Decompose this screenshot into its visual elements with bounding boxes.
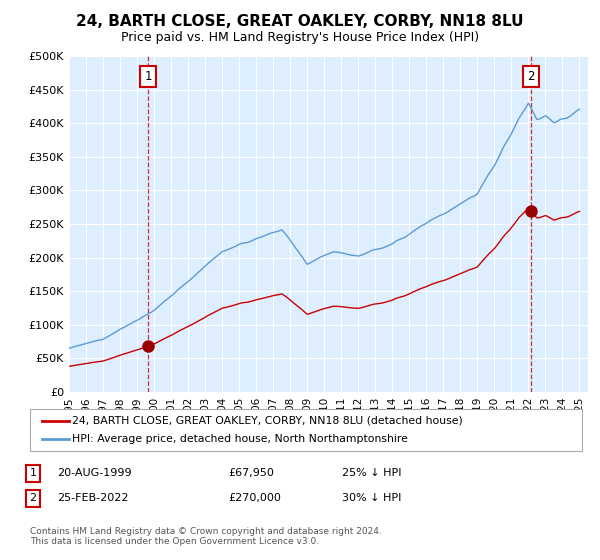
Text: 30% ↓ HPI: 30% ↓ HPI xyxy=(342,493,401,503)
Text: 2: 2 xyxy=(527,69,535,83)
Text: 1: 1 xyxy=(29,468,37,478)
Text: 24, BARTH CLOSE, GREAT OAKLEY, CORBY, NN18 8LU (detached house): 24, BARTH CLOSE, GREAT OAKLEY, CORBY, NN… xyxy=(72,416,463,426)
Text: 1: 1 xyxy=(144,69,152,83)
Text: £67,950: £67,950 xyxy=(228,468,274,478)
Text: HPI: Average price, detached house, North Northamptonshire: HPI: Average price, detached house, Nort… xyxy=(72,434,408,444)
Text: Contains HM Land Registry data © Crown copyright and database right 2024.
This d: Contains HM Land Registry data © Crown c… xyxy=(30,526,382,546)
Text: 2: 2 xyxy=(29,493,37,503)
Text: 25% ↓ HPI: 25% ↓ HPI xyxy=(342,468,401,478)
Text: 25-FEB-2022: 25-FEB-2022 xyxy=(57,493,128,503)
Text: 20-AUG-1999: 20-AUG-1999 xyxy=(57,468,131,478)
Text: 24, BARTH CLOSE, GREAT OAKLEY, CORBY, NN18 8LU: 24, BARTH CLOSE, GREAT OAKLEY, CORBY, NN… xyxy=(76,14,524,29)
Text: Price paid vs. HM Land Registry's House Price Index (HPI): Price paid vs. HM Land Registry's House … xyxy=(121,31,479,44)
Text: £270,000: £270,000 xyxy=(228,493,281,503)
